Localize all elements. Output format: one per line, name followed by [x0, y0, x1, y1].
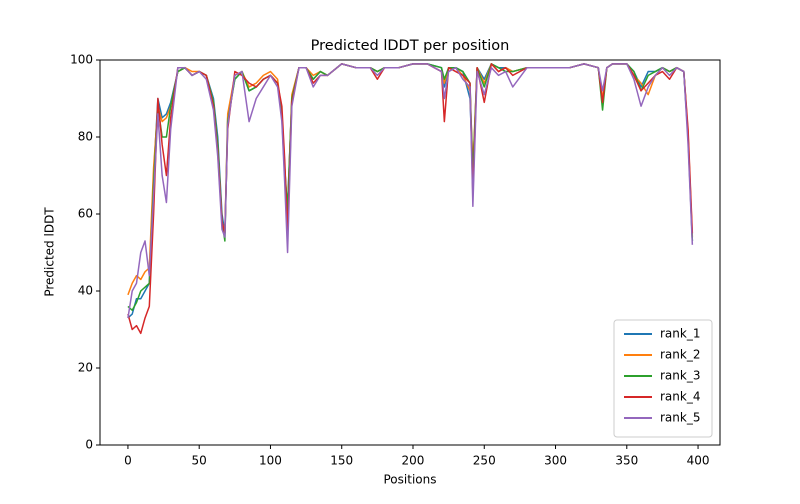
chart-title: Predicted lDDT per position	[311, 38, 510, 54]
legend-label: rank_2	[660, 348, 700, 362]
x-axis-label: Positions	[384, 473, 437, 487]
y-tick-label: 20	[78, 361, 93, 375]
y-tick-label: 80	[78, 130, 93, 144]
y-tick-label: 0	[85, 438, 93, 452]
x-tick-label: 200	[402, 454, 425, 468]
x-tick-label: 150	[330, 454, 353, 468]
series-line	[127, 63, 694, 319]
y-tick-label: 60	[78, 207, 93, 221]
legend-label: rank_1	[660, 327, 700, 341]
legend-label: rank_5	[660, 411, 700, 425]
legend-box	[613, 319, 713, 438]
x-tick-label: 0	[124, 454, 132, 468]
legend-label: rank_4	[660, 390, 700, 404]
plot-frame	[99, 59, 721, 446]
x-tick-label: 300	[544, 454, 567, 468]
y-tick-label: 40	[78, 284, 93, 298]
x-tick-label: 250	[473, 454, 496, 468]
x-tick-label: 50	[192, 454, 207, 468]
x-tick-label: 400	[687, 454, 710, 468]
x-tick-label: 350	[615, 454, 638, 468]
legend-label: rank_3	[660, 369, 700, 383]
y-tick-label: 100	[70, 53, 93, 67]
x-tick-label: 100	[259, 454, 282, 468]
y-axis-label: Predicted lDDT	[43, 207, 57, 297]
